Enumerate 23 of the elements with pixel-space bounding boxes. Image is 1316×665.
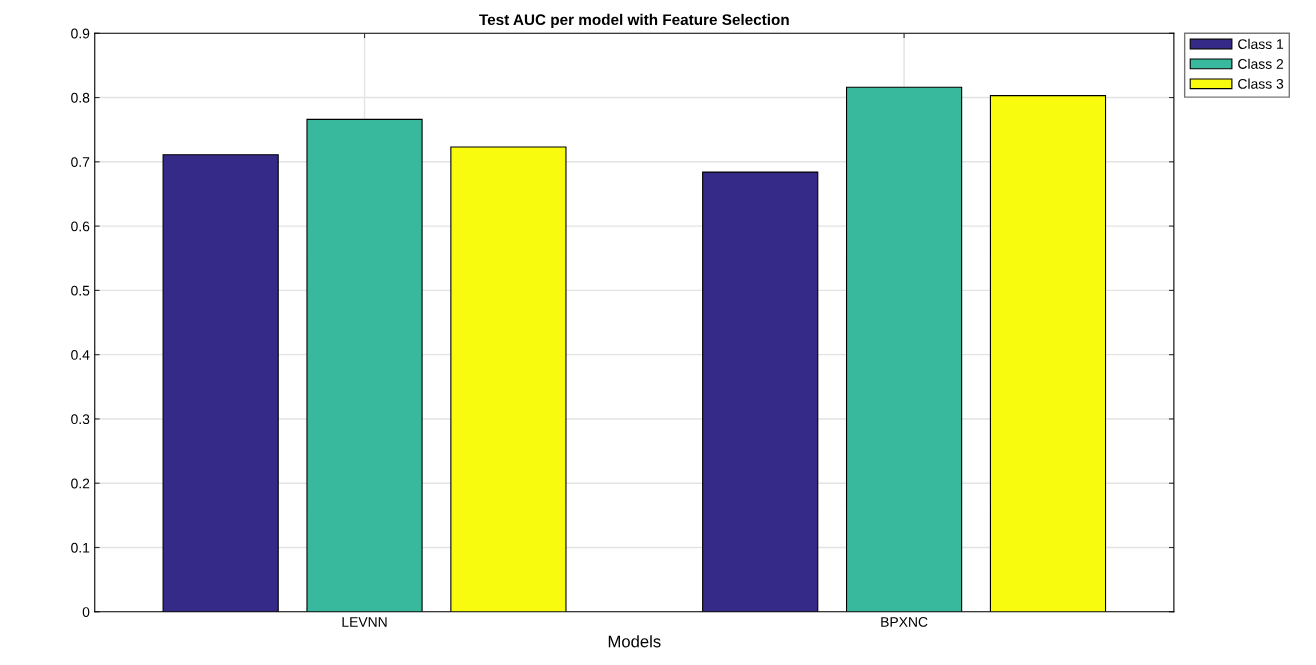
- legend-label: Class 1: [1238, 38, 1284, 50]
- y-tick-label: 0.8: [71, 92, 90, 103]
- legend-label: Class 3: [1238, 78, 1284, 89]
- legend-label: Class 2: [1238, 58, 1284, 69]
- y-tick-label: 0.2: [71, 478, 90, 489]
- y-tick-label: 0.1: [71, 542, 90, 553]
- x-axis-title: Models: [608, 635, 661, 648]
- y-tick-label: 0.6: [71, 221, 90, 232]
- y-tick-label: 0.7: [71, 157, 90, 167]
- bar: [306, 118, 423, 612]
- y-tick-label: 0.9: [71, 28, 90, 39]
- y-tick-label: 0: [82, 607, 90, 617]
- y-tick-label: 0.4: [71, 350, 90, 360]
- bar: [989, 95, 1107, 612]
- bar: [845, 86, 963, 612]
- y-tick-label: 0.3: [71, 414, 90, 425]
- bar: [450, 146, 567, 612]
- chart-title: Test AUC per model with Feature Selection: [479, 13, 789, 29]
- y-tick-label: 0.5: [71, 285, 90, 296]
- bar: [162, 154, 279, 612]
- x-tick-label: BPXNC: [881, 617, 928, 627]
- bar: [702, 171, 819, 612]
- x-tick-label: LEVNN: [342, 617, 387, 627]
